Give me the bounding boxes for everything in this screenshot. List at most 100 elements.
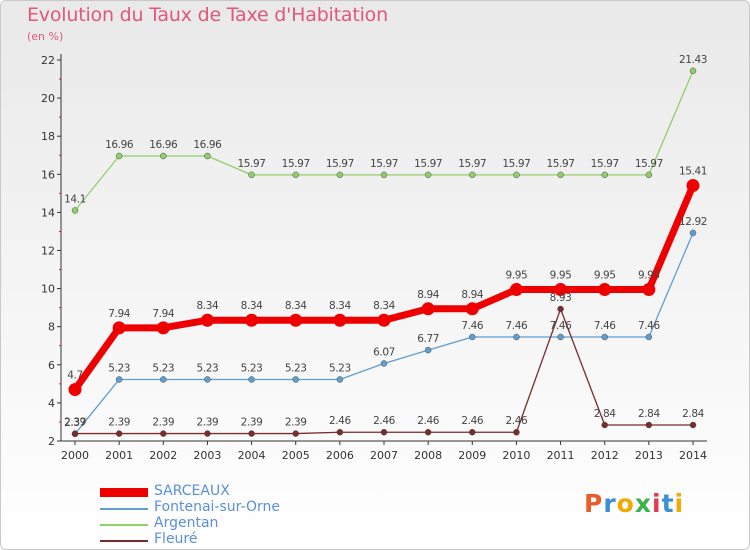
x-tick-label: 2006	[326, 449, 354, 462]
data-label: 7.46	[594, 320, 616, 332]
data-point	[160, 430, 167, 437]
data-label: 9.95	[638, 270, 660, 282]
data-label: 8.94	[461, 289, 483, 301]
x-tick-label: 2009	[458, 449, 486, 462]
x-tick-label: 2003	[193, 449, 221, 462]
data-point	[336, 428, 344, 436]
data-point	[645, 421, 653, 429]
data-point	[513, 428, 520, 436]
data-label: 6.77	[417, 333, 439, 345]
data-label: 7.46	[506, 320, 528, 332]
data-point	[115, 152, 123, 160]
data-point	[377, 313, 391, 327]
legend-item: Fleuré	[100, 531, 360, 549]
data-label: 21.43	[679, 54, 707, 66]
legend-label: Fleuré	[154, 531, 198, 547]
data-label: 2.39	[108, 417, 130, 429]
legend-item: Argentan	[100, 515, 360, 533]
data-label: 2.46	[417, 415, 439, 427]
x-tick-label: 2013	[635, 449, 663, 462]
chart-unit-label: (en %)	[27, 30, 64, 43]
data-label: 5.23	[285, 362, 307, 374]
data-label: 15.97	[326, 158, 354, 170]
data-label: 15.41	[679, 166, 707, 178]
data-label: 2.39	[285, 417, 307, 429]
data-label: 2.84	[594, 408, 616, 420]
data-label: 2.37	[64, 417, 86, 429]
data-point	[71, 430, 79, 437]
data-label: 2.84	[682, 408, 704, 420]
data-label: 5.23	[152, 362, 174, 374]
data-label: 8.93	[550, 292, 572, 304]
data-label: 15.97	[458, 158, 486, 170]
data-label: 2.46	[373, 415, 395, 427]
data-point	[292, 171, 299, 179]
data-label: 15.97	[591, 158, 619, 170]
data-label: 8.34	[285, 300, 307, 312]
data-point	[469, 333, 476, 341]
data-label: 14.1	[64, 193, 86, 205]
data-point	[115, 430, 123, 437]
data-point	[645, 333, 653, 341]
legend-swatch	[100, 488, 148, 497]
data-label: 5.23	[241, 362, 263, 374]
data-point	[200, 313, 214, 327]
data-point	[601, 421, 608, 429]
y-tick-label: 20	[41, 92, 55, 105]
data-point	[421, 302, 435, 316]
proxiti-logo: Proxiti	[584, 489, 684, 518]
x-tick-label: 2011	[547, 449, 575, 462]
data-label: 7.46	[638, 320, 660, 332]
data-point	[204, 376, 211, 383]
data-label: 7.46	[461, 320, 483, 332]
data-label: 8.34	[329, 300, 351, 312]
data-label: 7.46	[550, 320, 572, 332]
x-tick-label: 2010	[502, 449, 530, 462]
data-label: 15.97	[282, 158, 310, 170]
data-label: 2.46	[329, 415, 351, 427]
data-point	[513, 333, 520, 341]
data-point	[424, 171, 432, 179]
data-point	[289, 313, 303, 327]
x-tick-label: 2004	[238, 449, 266, 462]
data-point	[557, 333, 564, 341]
y-tick-label: 2	[48, 435, 55, 448]
x-tick-label: 2000	[61, 449, 89, 462]
logo-letter: P	[584, 489, 604, 518]
x-tick-label: 2005	[282, 449, 310, 462]
data-point	[248, 376, 255, 383]
y-tick-label: 18	[41, 130, 55, 143]
data-label: 7.94	[108, 308, 130, 320]
data-point	[601, 333, 608, 341]
legend-label: Fontenai-sur-Orne	[154, 499, 280, 515]
data-label: 2.39	[64, 417, 86, 429]
data-point	[112, 321, 126, 335]
data-point	[68, 383, 82, 397]
y-tick-label: 14	[41, 206, 55, 219]
data-label: 5.23	[329, 362, 351, 374]
data-point	[598, 283, 612, 297]
data-point	[333, 313, 347, 327]
logo-letter: o	[616, 489, 635, 518]
chart-title: Evolution du Taux de Taxe d'Habitation	[27, 4, 388, 26]
data-point	[686, 179, 700, 193]
data-label: 6.07	[373, 346, 395, 358]
y-tick-label: 16	[41, 168, 55, 181]
data-point	[336, 376, 344, 383]
data-label: 15.97	[635, 158, 663, 170]
data-point	[509, 283, 523, 297]
y-tick-label: 10	[41, 283, 55, 296]
y-tick-label: 22	[41, 54, 55, 67]
data-label: 2.46	[461, 415, 483, 427]
legend-label: Argentan	[154, 515, 219, 531]
data-label: 8.34	[373, 300, 395, 312]
legend-swatch	[100, 508, 148, 510]
data-label: 15.97	[238, 158, 266, 170]
x-tick-label: 2002	[149, 449, 177, 462]
data-point	[160, 376, 167, 383]
data-point	[601, 171, 608, 179]
data-label: 15.97	[502, 158, 530, 170]
logo-letter: x	[634, 489, 652, 518]
data-label: 2.84	[638, 408, 660, 420]
